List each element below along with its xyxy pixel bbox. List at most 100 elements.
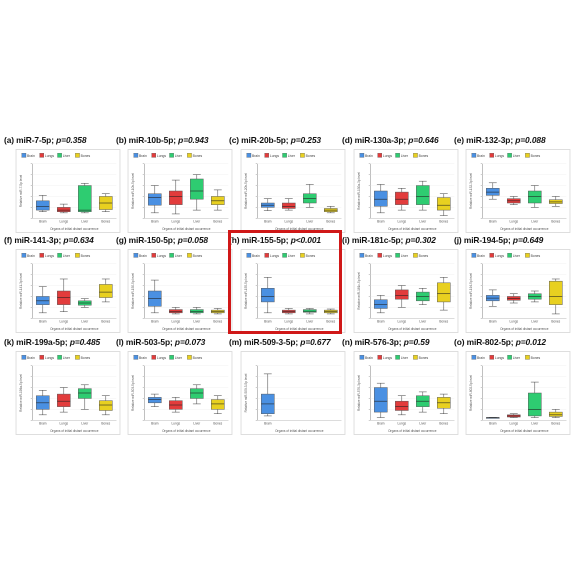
panel-title: (h) miR-155-5p; p<0.001 [229, 235, 321, 245]
legend-label: Lungs [383, 356, 392, 360]
legend-swatch [300, 253, 305, 258]
plot-frame [127, 249, 233, 333]
y-axis-label: Relative miR-509-3-5p level [244, 373, 248, 412]
category-label: Lungs [510, 422, 519, 426]
legend-swatch [169, 355, 174, 360]
box-body [261, 288, 275, 303]
legend-label: Brain [365, 154, 373, 158]
x-axis-label: Organs of initial distant occurrence [50, 327, 99, 331]
legend-swatch [21, 355, 27, 360]
legend-label: Lungs [45, 254, 54, 258]
legend-swatch [525, 153, 530, 158]
plot-frame [353, 351, 459, 435]
box-plot: Brain Lungs Liver Bones Relative miR-150-5p … [127, 249, 233, 333]
panel-title: (o) miR-802-5p; p=0.012 [454, 337, 546, 347]
box-plot: Brain Lungs Liver Bones Relative miR-132-3p … [465, 149, 571, 233]
category-label: Bones [551, 422, 560, 426]
legend-swatch [246, 253, 252, 258]
legend-swatch [395, 153, 400, 158]
legend: Brain Lungs Liver Bones [246, 153, 315, 158]
plot-frame [15, 149, 121, 233]
legend: Brain Lungs Liver Bones [246, 253, 315, 258]
legend-label: Liver [401, 254, 409, 258]
legend-swatch [187, 153, 192, 158]
legend-swatch [413, 253, 418, 258]
legend-label: Liver [513, 254, 521, 258]
highlight-frame [228, 230, 342, 334]
box-body [57, 207, 71, 212]
legend-swatch [39, 253, 45, 258]
category-label: Liver [531, 422, 538, 426]
box-lungs [395, 285, 409, 308]
plot-frame [465, 149, 571, 233]
box-body [190, 388, 204, 399]
legend-label: Liver [175, 154, 183, 158]
box-bones [99, 395, 113, 416]
legend-swatch [359, 355, 365, 360]
box-body [437, 197, 451, 211]
box-plot: Brain Lungs Liver Bones Relative miR-194-5p … [465, 249, 571, 333]
plot-frame [240, 351, 346, 435]
box-liver [416, 180, 430, 211]
box-body [528, 190, 542, 204]
y-axis-label: Relative miR-503-5p level [131, 375, 135, 411]
legend-label: Brain [365, 356, 373, 360]
box-plot: Brain Lungs Liver Bones Relative miR-10b-5p … [127, 149, 233, 233]
legend-swatch [359, 253, 365, 258]
x-axis-label: Organs of initial distant occurrence [388, 429, 437, 433]
panel-title: (g) miR-150-5p; p=0.058 [116, 235, 208, 245]
box-brain [261, 373, 275, 417]
legend: Brain Lungs Liver Bones [471, 153, 540, 158]
legend-swatch [489, 253, 495, 258]
category-label: Brain [377, 220, 385, 224]
box-body [282, 202, 296, 209]
category-label: Bones [326, 220, 335, 224]
legend-swatch [395, 355, 400, 360]
p-value: p=0.677 [300, 337, 331, 347]
x-axis-label: Organs of initial distant occurrence [275, 227, 324, 231]
y-axis-label: Relative miR-132-3p level [469, 173, 473, 209]
box-brain [148, 185, 162, 214]
legend-label: Liver [513, 356, 521, 360]
box-lungs [169, 179, 183, 215]
panel-title: (c) miR-20b-5p; p=0.253 [229, 135, 321, 145]
box-brain [36, 195, 50, 212]
legend-swatch [489, 355, 495, 360]
chart-panel: (c) miR-20b-5p; p=0.253 Brain Lungs Liver Bo… [229, 135, 346, 233]
plot-frame [240, 249, 346, 333]
legend-swatch [395, 253, 400, 258]
p-value: p=0.649 [512, 235, 544, 245]
mirna-name: miR-802-5p; [466, 337, 514, 347]
legend-swatch [151, 253, 157, 258]
legend-label: Lungs [383, 154, 392, 158]
y-axis-label: Relative miR-130a-3p level [357, 172, 361, 210]
legend-swatch [75, 355, 80, 360]
box-body [549, 411, 563, 417]
category-label: Bones [213, 320, 222, 324]
legend-label: Brain [27, 356, 35, 360]
category-label: Liver [193, 320, 200, 324]
category-label: Brain [39, 320, 47, 324]
legend-label: Brain [477, 254, 485, 258]
x-axis-label: Organs of initial distant occurrence [500, 429, 549, 433]
mirna-name: miR-10b-5p; [128, 135, 176, 145]
panel-title: (n) miR-576-3p; p=0.59 [342, 337, 430, 347]
category-label: Bones [439, 220, 448, 224]
legend-label: Brain [27, 154, 35, 158]
chart-panel: (g) miR-150-5p; p=0.058 Brain Lungs Liver Bo… [116, 235, 233, 333]
category-label: Lungs [172, 320, 181, 324]
category-label: Lungs [60, 320, 69, 324]
legend-swatch [471, 253, 477, 258]
box-liver [78, 183, 92, 214]
category-label: Brain [39, 220, 47, 224]
p-value: p=0.058 [177, 235, 208, 245]
mirna-name: miR-141-3p; [14, 235, 62, 245]
p-value: p<0.001 [290, 235, 321, 245]
box-body [549, 280, 563, 305]
box-body [169, 190, 183, 205]
p-value: p=0.012 [515, 337, 546, 347]
legend-swatch [507, 253, 512, 258]
box-plot: Brain Lungs Liver Bones Relative miR-576-3p … [353, 351, 459, 435]
box-body [99, 400, 113, 411]
category-label: Bones [551, 320, 560, 324]
